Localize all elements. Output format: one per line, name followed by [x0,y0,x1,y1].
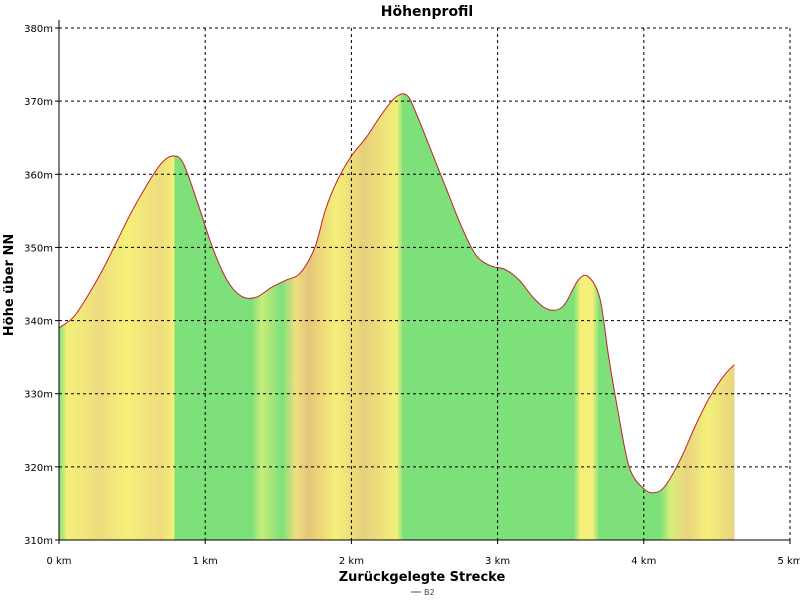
legend-label-b2: B2 [424,588,435,597]
grid-lines [59,27,791,540]
x-tick-label: 0 km [46,556,71,567]
y-axis-ticks: 310m 320m 330m 340m 350m 360m 370m 380m [24,24,59,547]
x-axis-ticks: 0 km 1 km 2 km 3 km 4 km 5 km [46,540,800,567]
x-tick-label: 1 km [193,556,218,567]
axes [55,20,790,544]
series-line-b2 [58,93,735,494]
y-tick-label: 370m [24,97,53,108]
y-tick-label: 310m [24,536,53,547]
y-axis-label: Höhe über NN [2,234,17,336]
legend: B2 [411,588,435,597]
y-tick-label: 320m [24,463,53,474]
x-axis-label: Zurückgelegte Strecke [339,570,506,585]
y-tick-label: 340m [24,317,53,328]
x-tick-label: 3 km [485,556,510,567]
y-tick-label: 330m [24,390,53,401]
x-tick-label: 4 km [631,556,656,567]
x-tick-label: 5 km [777,556,800,567]
y-tick-label: 350m [24,243,53,254]
y-tick-label: 380m [24,24,53,35]
x-tick-label: 2 km [339,556,364,567]
y-tick-label: 360m [24,170,53,181]
elevation-area-fill [59,93,735,540]
chart-title: Höhenprofil [381,4,473,20]
